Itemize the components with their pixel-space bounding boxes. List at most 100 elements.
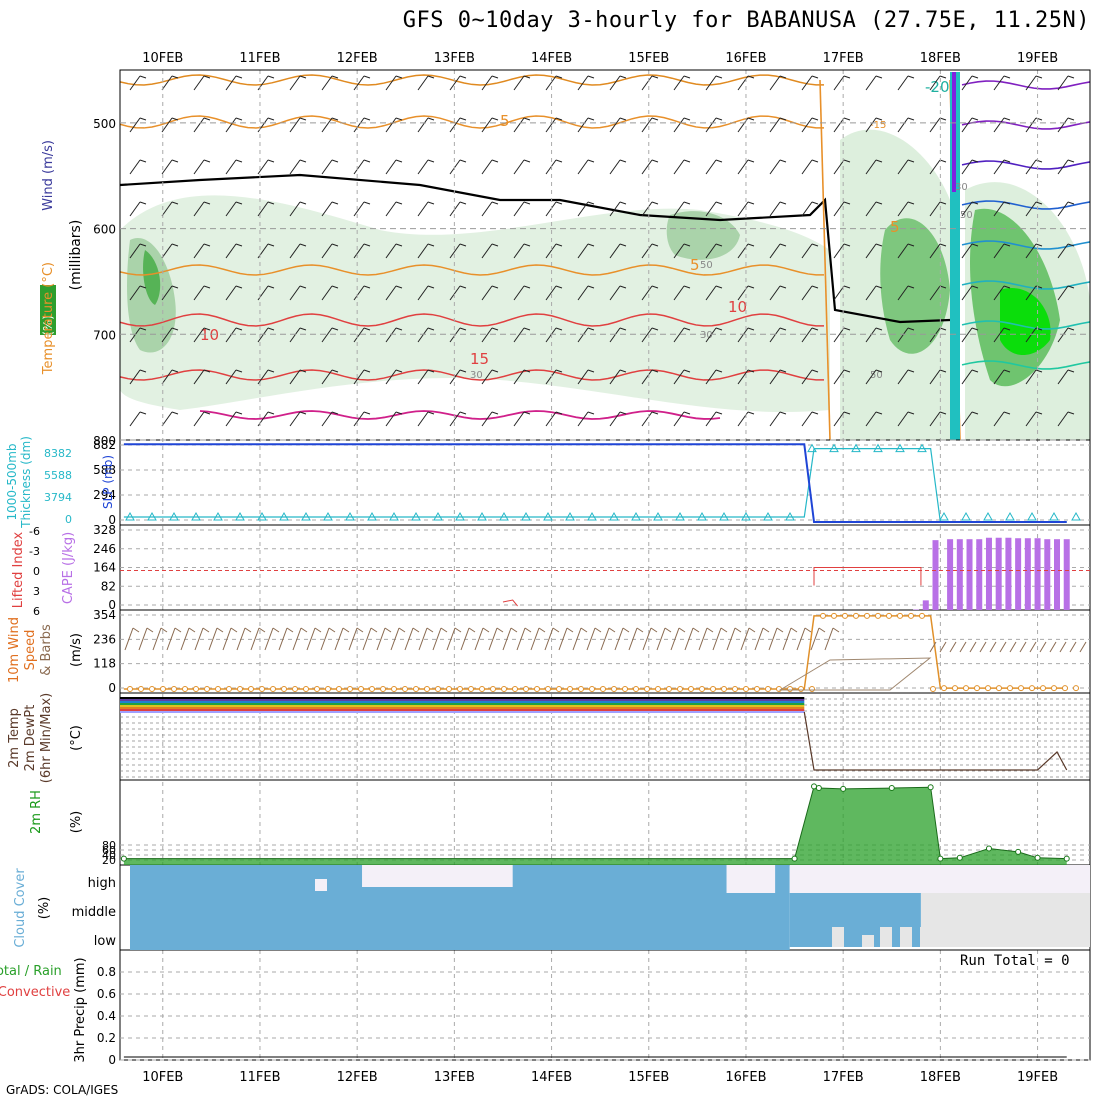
wind-barb-10m [356,627,364,633]
wind-barb [577,201,595,217]
ylabel-temp-units: (°C) [69,725,84,751]
wind-barb [225,285,243,301]
wind-barb [353,411,371,427]
wind-barb [417,117,435,133]
cape-bar [966,539,973,610]
rh-shading-low [120,195,830,413]
wind-barb [385,159,403,175]
wind-barb [577,369,595,385]
wind-barb [225,369,243,385]
wind-marker [985,685,991,692]
wind-marker [193,686,199,693]
wind-barb [737,159,755,175]
wind-barb [705,369,723,385]
ytick-slp: 882 [93,438,116,452]
wind-barb [385,369,403,385]
wind-marker [732,686,738,693]
wind-barb [929,201,947,217]
wind-barb-10m [824,627,834,651]
contour-label: 10 [728,298,747,316]
wind-barb [417,243,435,259]
wind-marker [556,686,562,693]
wind-marker [809,686,815,693]
ytick-precip: 0.6 [97,987,116,1001]
wind-barb-10m [636,627,644,633]
wind-barb [513,285,531,301]
thickness-marker [653,512,663,521]
wind-barb [609,159,627,175]
series-slp [123,443,1067,523]
temp-contour-15 [119,369,825,381]
wind-barb [161,117,179,133]
temp-band [120,709,805,711]
ylabel-cape: CAPE (J/kg) [61,532,76,604]
ylabel-lifted: Lifted Index [11,531,26,608]
thickness-marker [411,512,421,521]
wind-marker [259,686,265,693]
wind-barb [513,75,531,91]
ylabel-minmax: (6hr Min/Max) [39,693,54,783]
wind-barb [865,201,883,217]
wind-barb [545,411,563,427]
wind-marker [391,686,397,693]
wind-barb-10m [446,627,456,651]
cloud-cover-gap [920,927,932,947]
wind-barb [769,243,787,259]
date-label-top: 17FEB [823,51,864,66]
wind-marker [380,686,386,693]
wind-barb [289,285,307,301]
ytick-label: 700 [93,328,116,342]
wind-barb-10m [544,627,554,651]
temp-contour-cold [961,80,1091,90]
thickness-marker [257,512,267,521]
wind-barb [897,243,915,259]
wind-barb-10m [412,627,420,633]
wind-barb [193,411,211,427]
temp-contour-cold [961,200,1091,210]
contour-label: 50 [700,260,713,271]
wind-marker [270,686,276,693]
temp-contour-cold [961,320,1091,330]
wind-barb [449,411,467,427]
wind-marker [1029,685,1035,692]
wind-barb [385,327,403,343]
ylabel-temp2m: 2m Temp [7,708,22,768]
wind-barb [897,327,915,343]
wind-barb-10m [398,627,406,633]
cape-bar [1024,538,1031,610]
rh2m-marker [1015,848,1022,855]
wind-barb [225,159,243,175]
wind-barb [129,369,147,385]
wind-barb [769,411,787,427]
wind-barb-10m [300,627,308,633]
wind-marker [468,686,474,693]
ylabel-dewpt2m: 2m DewPt [23,705,38,772]
wind-barb [289,75,307,91]
wind-barb [705,159,723,175]
ytick-cape: 0 [108,598,116,612]
wind-marker [842,612,848,619]
wind-barb [1057,159,1075,175]
wind-barb [161,369,179,385]
wind-barb [961,369,979,385]
wind-marker [248,686,254,693]
wind-marker [578,686,584,693]
wind-barb [833,75,851,91]
wind-barb-10m [202,627,210,633]
wind-marker [1007,685,1013,692]
contour-label: 50 [870,370,883,381]
ytick-lifted: 0 [33,565,40,578]
wind-barb [577,75,595,91]
wind-barb-10m [670,627,680,651]
wind-barb [1025,159,1043,175]
wind-barb-10m [348,627,358,651]
wind-barb [993,75,1011,91]
wind-barb-10m [622,627,630,633]
run-total-label: Run Total = 0 [960,953,1070,969]
wind-marker [567,686,573,693]
wind-barb [449,117,467,133]
wind-barb [321,75,339,91]
ytick-wind: 0 [108,681,116,695]
thickness-marker [477,512,487,521]
wind-marker [281,686,287,693]
